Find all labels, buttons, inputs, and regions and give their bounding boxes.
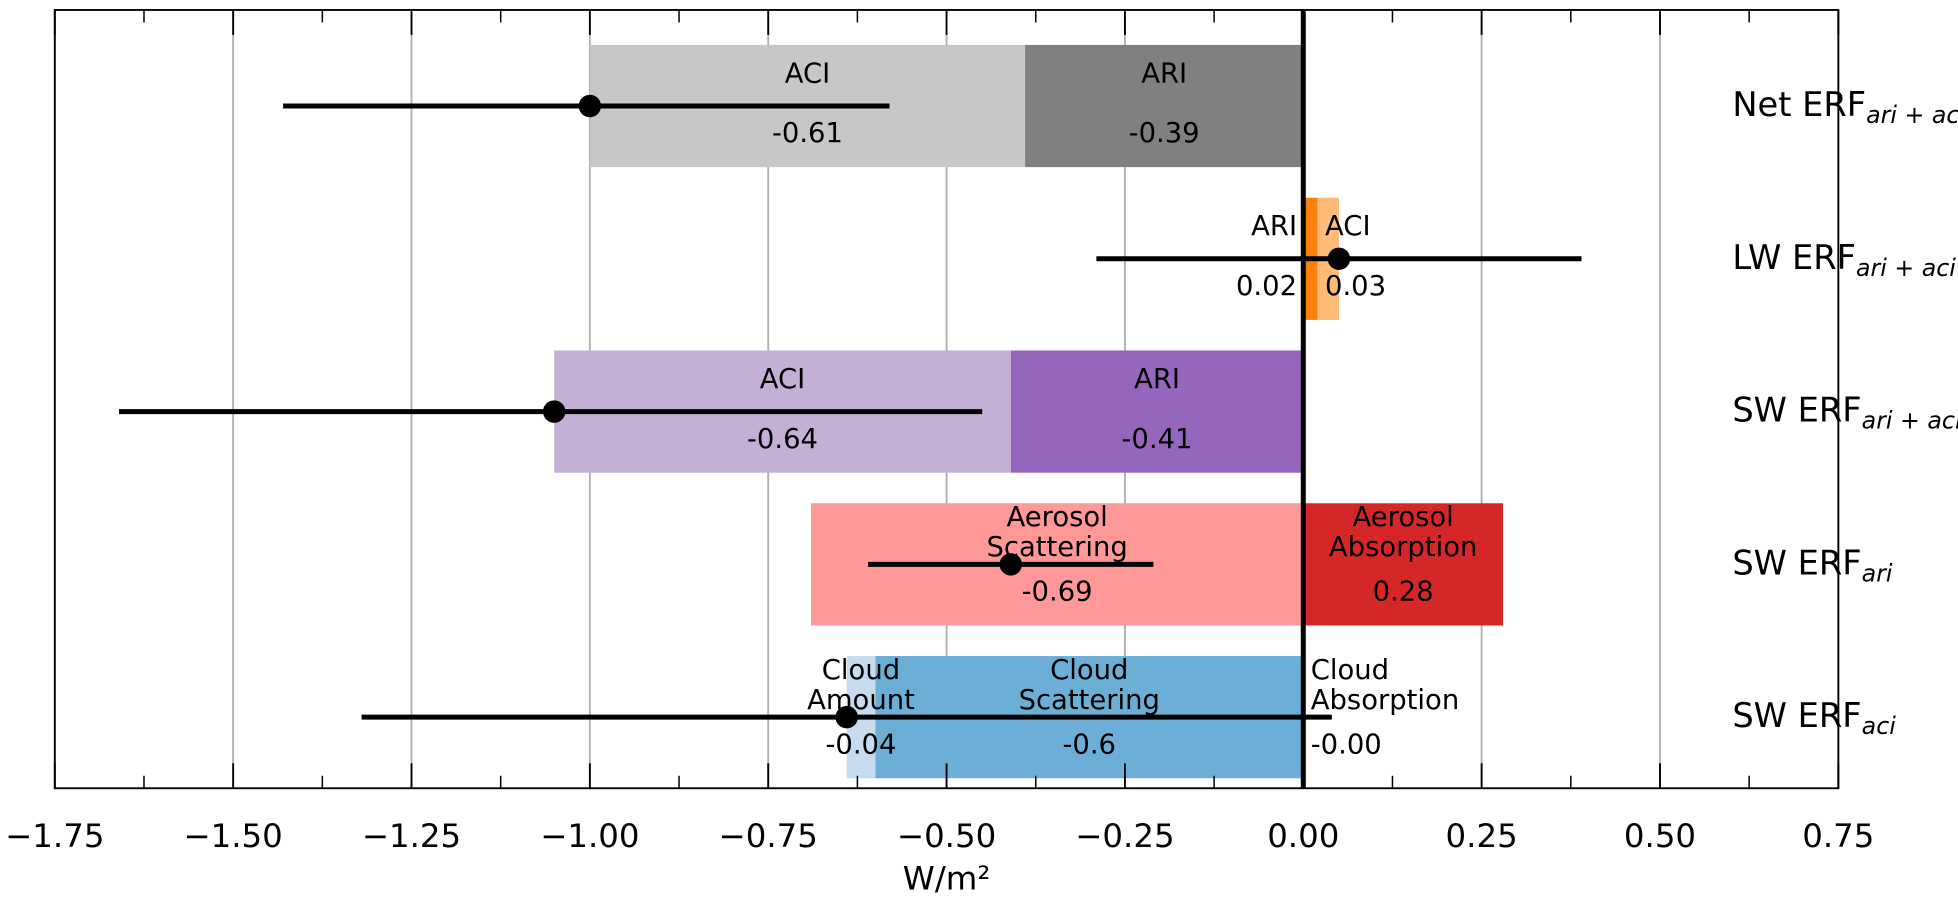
value-label: -0.61 xyxy=(772,118,843,149)
x-tick-label: 0.25 xyxy=(1446,817,1518,855)
mean-point xyxy=(999,553,1023,576)
row-label-name: SW ERF xyxy=(1732,696,1861,735)
segment-label: Cloud Amount xyxy=(807,655,915,716)
segment-label-line: Cloud xyxy=(1311,655,1389,686)
row-label-subscript: ari + aci xyxy=(1866,100,1958,128)
segment-label: ARI xyxy=(1141,58,1187,89)
value-label: -0.39 xyxy=(1129,118,1200,149)
segment-label: Aerosol Scattering xyxy=(986,502,1127,563)
value-label: -0.64 xyxy=(747,424,818,455)
bar-segment xyxy=(1025,44,1304,168)
value-label: -0.04 xyxy=(825,729,896,760)
segment-label: ACI xyxy=(785,58,831,89)
row-label-subscript: ari + aci xyxy=(1862,406,1958,434)
mean-point xyxy=(835,705,858,729)
mean-point xyxy=(542,400,566,423)
segment-label: ACI xyxy=(1325,211,1371,242)
mean-point xyxy=(578,94,602,118)
x-tick-label: −1.00 xyxy=(540,817,639,855)
x-tick-label: −1.75 xyxy=(5,817,104,855)
segment-label-line: Absorption xyxy=(1311,684,1459,715)
row-label-name: Net ERF xyxy=(1732,85,1866,124)
segment-label: ACI xyxy=(760,364,806,395)
value-label: 0.03 xyxy=(1325,271,1386,302)
x-tick-label: −1.25 xyxy=(362,817,461,855)
bar-segment xyxy=(1010,350,1304,473)
segment-label: Aerosol Absorption xyxy=(1329,502,1477,563)
row-label: SW ERFaci xyxy=(1732,696,1896,740)
segment-label-line: Scattering xyxy=(1019,684,1160,715)
x-tick-label: −0.25 xyxy=(1075,817,1174,855)
row-label-name: LW ERF xyxy=(1732,237,1856,276)
segment-label-line: Cloud xyxy=(1050,655,1128,686)
value-label: -0.00 xyxy=(1311,729,1382,760)
value-label: -0.69 xyxy=(1022,577,1093,608)
x-tick-label: 0.00 xyxy=(1267,817,1339,855)
segment-label: Cloud Absorption xyxy=(1311,655,1459,716)
segment-label-line: Cloud xyxy=(822,655,900,686)
value-label: 0.02 xyxy=(1236,271,1297,302)
row-label: SW ERFari xyxy=(1732,543,1893,587)
mean-point xyxy=(1327,247,1351,271)
row-label-subscript: aci xyxy=(1862,712,1897,740)
x-axis-label: W/m² xyxy=(903,860,991,898)
value-label: -0.6 xyxy=(1062,729,1116,760)
row-label-subscript: ari xyxy=(1862,559,1893,587)
x-tick-label: −0.50 xyxy=(897,817,996,855)
row-label: Net ERFari + aci xyxy=(1732,85,1958,129)
row-label: LW ERFari + aci xyxy=(1732,237,1956,281)
x-tick-label: −1.50 xyxy=(184,817,283,855)
segment-label-line: Aerosol xyxy=(1353,502,1454,533)
x-tick-label: 0.75 xyxy=(1802,817,1874,855)
segment-label-line: Aerosol xyxy=(1007,502,1108,533)
row-label-name: SW ERF xyxy=(1732,390,1861,429)
value-label: 0.28 xyxy=(1373,577,1434,608)
value-label: -0.41 xyxy=(1122,424,1193,455)
x-tick-label: −0.75 xyxy=(719,817,818,855)
segment-label-line: Amount xyxy=(807,684,915,715)
segment-label: ARI xyxy=(1251,211,1297,242)
bar-segment xyxy=(1303,503,1504,626)
segment-label: ARI xyxy=(1134,364,1180,395)
segment-label: Cloud Scattering xyxy=(1019,655,1160,716)
segment-label-line: Absorption xyxy=(1329,532,1477,563)
row-label-name: SW ERF xyxy=(1732,543,1861,582)
row-label-subscript: ari + aci xyxy=(1856,253,1956,281)
row-label: SW ERFari + aci xyxy=(1732,390,1958,434)
x-tick-label: 0.50 xyxy=(1624,817,1696,855)
